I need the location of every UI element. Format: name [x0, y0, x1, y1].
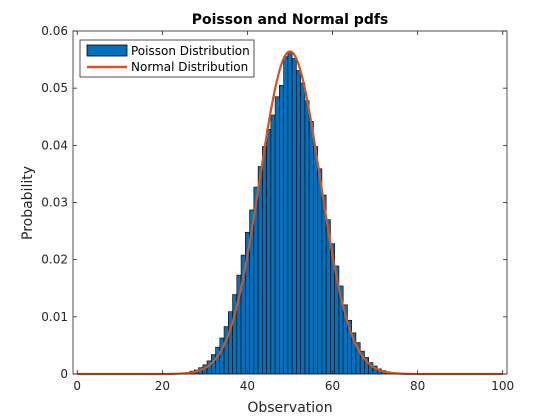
bar-54	[304, 100, 310, 375]
bar-53	[300, 82, 306, 375]
x-tick-label: 20	[155, 379, 170, 393]
bar-46	[270, 114, 276, 375]
x-tick-label: 40	[240, 379, 255, 393]
bar-44	[262, 146, 267, 375]
y-tick-label: 0	[60, 367, 68, 381]
bar-52	[296, 70, 301, 375]
y-axis-title: Probability	[20, 166, 36, 240]
bar-43	[257, 166, 263, 375]
chart-title: Poisson and Normal pdfs	[192, 12, 389, 28]
poisson-bars	[176, 51, 408, 375]
bar-33	[215, 346, 221, 375]
legend-swatch-poisson	[86, 44, 128, 57]
x-axis-title: Observation	[247, 400, 332, 416]
y-axis-ticks: 0 0.01 0.02 0.03 0.04 0.05 0.06	[41, 24, 507, 381]
y-tick-label: 0.05	[41, 81, 68, 95]
bar-49	[283, 56, 289, 375]
x-tick-label: 60	[325, 379, 340, 393]
legend-label-poisson: Poisson Distribution	[131, 44, 250, 58]
y-tick-label: 0.06	[41, 24, 68, 38]
x-axis-ticks: 0 20 40 60 80 100	[73, 31, 514, 393]
bar-51	[291, 58, 297, 375]
bar-50	[287, 51, 293, 375]
legend: Poisson Distribution Normal Distribution	[79, 39, 255, 78]
y-tick-label: 0.01	[41, 310, 68, 324]
x-tick-label: 100	[491, 379, 514, 393]
bar-48	[279, 85, 284, 375]
y-tick-label: 0.04	[41, 138, 68, 152]
legend-label-normal: Normal Distribution	[131, 60, 248, 74]
x-tick-label: 0	[73, 379, 81, 393]
bar-45	[266, 129, 272, 375]
bar-55	[308, 121, 314, 375]
bar-58	[321, 194, 327, 375]
y-tick-label: 0.03	[41, 196, 68, 210]
bar-47	[274, 96, 280, 375]
y-tick-label: 0.02	[41, 253, 68, 267]
x-tick-label: 80	[410, 379, 425, 393]
bar-56	[313, 146, 318, 375]
bar-57	[317, 168, 323, 375]
bar-34	[219, 337, 225, 375]
